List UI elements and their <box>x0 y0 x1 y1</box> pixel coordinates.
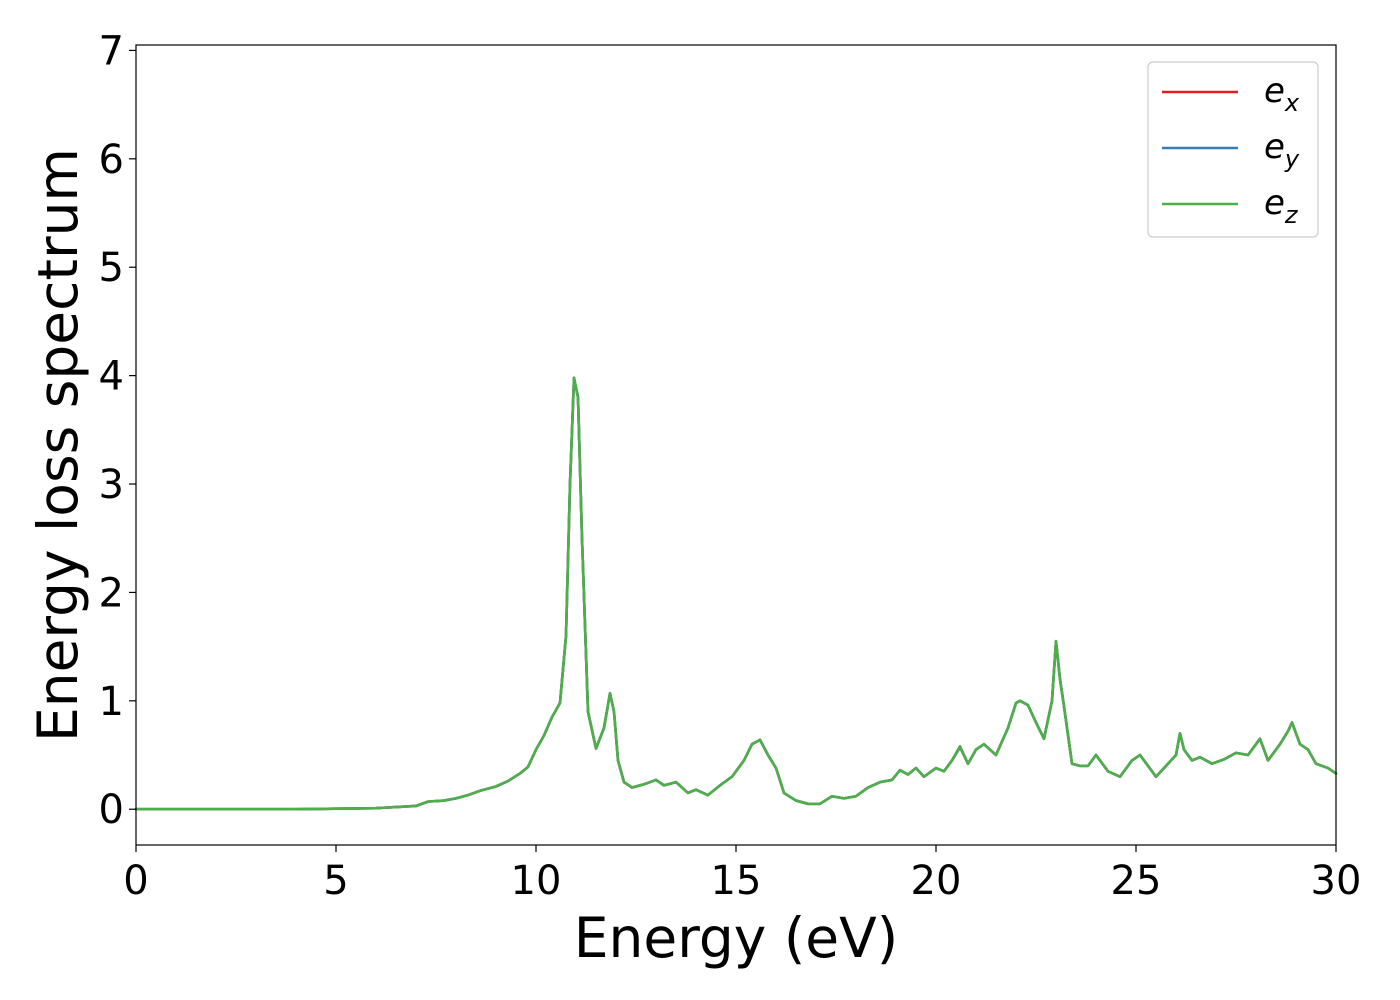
y-tick-label: 4 <box>99 354 124 400</box>
legend-label-z: ez <box>1264 183 1299 229</box>
y-axis-title: Energy loss spectrum <box>26 148 90 742</box>
x-tick-label: 15 <box>711 858 762 904</box>
x-tick-label: 0 <box>123 858 148 904</box>
x-tick-label: 10 <box>511 858 562 904</box>
series-line-x <box>134 376 1338 811</box>
legend-label-base: e <box>1264 183 1285 223</box>
legend-label-y: ey <box>1264 127 1300 173</box>
legend-label-subscript: y <box>1284 145 1300 173</box>
legend-label-subscript: x <box>1284 89 1300 117</box>
legend-label-x: ex <box>1264 71 1300 117</box>
legend-label-base: e <box>1264 127 1285 167</box>
y-axis-ticks: 0 1 2 3 4 5 6 7 <box>99 28 136 833</box>
y-tick-label: 3 <box>99 462 124 508</box>
series-line-y <box>134 376 1338 811</box>
x-axis-ticks: 0 5 10 15 20 25 30 <box>123 845 1361 904</box>
legend-label-base: e <box>1264 71 1285 111</box>
x-axis-title: Energy (eV) <box>574 906 898 970</box>
x-tick-label: 25 <box>1111 858 1162 904</box>
x-tick-label: 5 <box>323 858 348 904</box>
legend-box <box>1147 61 1319 238</box>
x-tick-label: 20 <box>911 858 962 904</box>
x-tick-label: 30 <box>1311 858 1362 904</box>
y-tick-label: 7 <box>99 28 124 74</box>
y-tick-label: 1 <box>99 679 124 725</box>
y-tick-label: 0 <box>99 787 124 833</box>
series-line-z <box>134 376 1338 811</box>
plot-series <box>134 376 1338 811</box>
y-tick-label: 5 <box>99 245 124 291</box>
y-tick-label: 2 <box>99 570 124 616</box>
legend-label-subscript: z <box>1284 201 1299 229</box>
y-tick-label: 6 <box>99 137 124 183</box>
